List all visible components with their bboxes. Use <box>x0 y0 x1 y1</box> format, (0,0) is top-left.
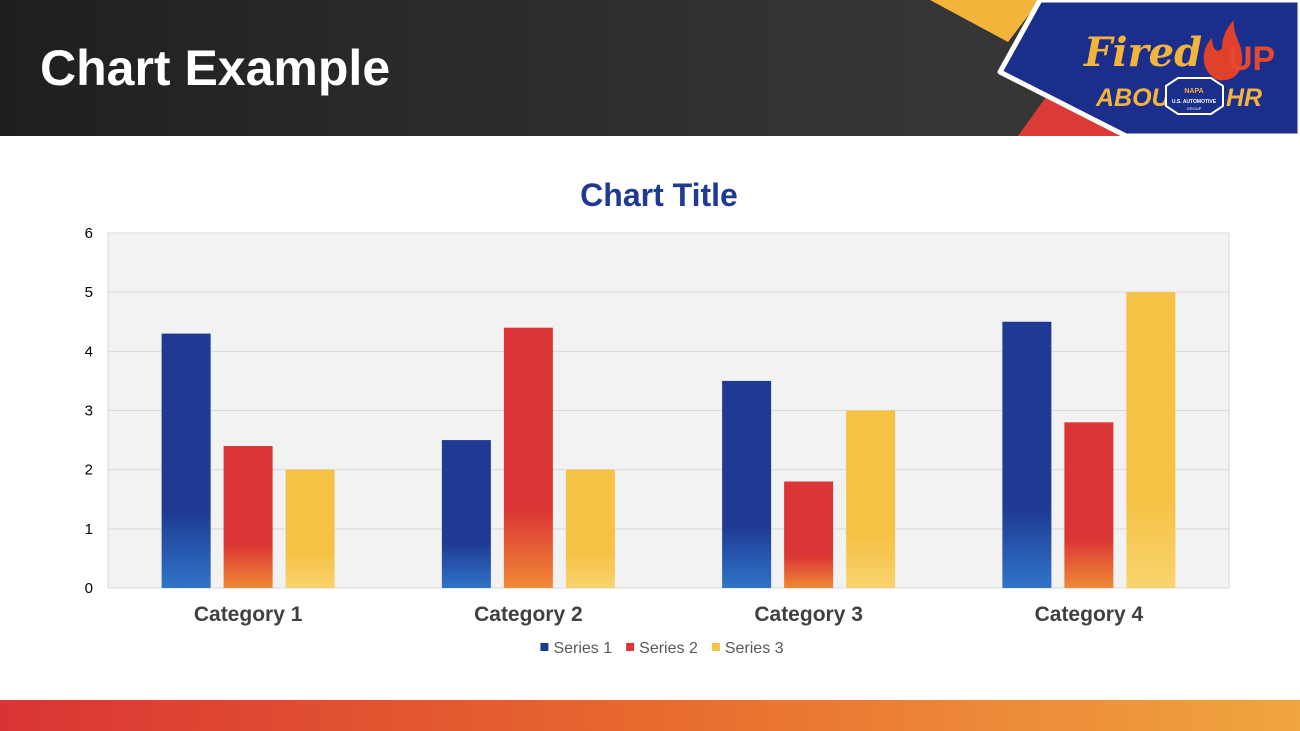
y-axis-ticks: 0 1 2 3 4 5 6 <box>85 225 93 597</box>
legend-swatch <box>626 643 635 651</box>
category-label: Category 3 <box>754 603 863 626</box>
logo-up-text: UP <box>1228 40 1275 78</box>
footer-stripe <box>0 700 1300 731</box>
chart-title: Chart Title <box>580 177 738 213</box>
bar-series-2-category-2 <box>503 327 553 588</box>
bar-series-1-category-3 <box>722 380 772 588</box>
category-label: Category 2 <box>474 603 583 626</box>
legend-swatch <box>711 643 720 651</box>
bar-series-1-category-1 <box>161 333 211 588</box>
y-tick-label: 6 <box>85 225 93 242</box>
fired-up-logo: Fired UP ABOUT NAPA U.S. AUTOMOTIVE GROU… <box>1083 20 1275 115</box>
napa-badge-text: U.S. AUTOMOTIVE <box>1172 99 1217 105</box>
y-tick-label: 4 <box>85 343 93 360</box>
bar-series-1-category-4 <box>1002 321 1052 588</box>
gold-accent-shape <box>930 0 1040 42</box>
y-tick-label: 1 <box>85 521 93 538</box>
legend-label: Series 1 <box>553 640 612 657</box>
bar-series-2-category-4 <box>1064 422 1114 588</box>
bar-series-3-category-1 <box>285 469 335 588</box>
logo-fired-text: Fired <box>1083 29 1202 76</box>
bar-series-3-category-2 <box>565 469 615 588</box>
legend-swatch <box>540 643 549 651</box>
flame-icon <box>1203 20 1243 81</box>
bar-series-1-category-2 <box>441 440 491 588</box>
red-accent-shape <box>1018 97 1128 136</box>
napa-badge-sub: GROUP <box>1187 106 1202 111</box>
bars <box>161 292 1176 588</box>
y-tick-label: 2 <box>85 462 93 479</box>
brand-corner: Fired UP ABOUT NAPA U.S. AUTOMOTIVE GROU… <box>930 0 1300 136</box>
bar-series-3-category-4 <box>1126 292 1176 588</box>
napa-badge-icon <box>1165 77 1224 115</box>
category-label: Category 4 <box>1035 603 1144 626</box>
y-tick-label: 5 <box>85 284 93 301</box>
bar-chart: Chart Title 0 1 2 3 4 5 6 Category 1 Category 2… <box>85 177 1230 657</box>
category-label: Category 1 <box>194 603 303 626</box>
napa-badge-name: NAPA <box>1184 88 1203 95</box>
bar-series-3-category-3 <box>846 410 896 588</box>
legend-label: Series 2 <box>639 640 698 657</box>
logo-hr-text: HR <box>1226 84 1262 112</box>
y-tick-label: 0 <box>85 580 93 597</box>
page-title: Chart Example <box>40 40 391 96</box>
legend-label: Series 3 <box>725 640 784 657</box>
y-tick-label: 3 <box>85 403 93 420</box>
legend: Series 1 Series 2 Series 3 <box>540 640 784 657</box>
bar-series-2-category-1 <box>223 446 273 588</box>
bar-series-2-category-3 <box>784 481 834 588</box>
x-axis-categories: Category 1 Category 2 Category 3 Category 4 <box>194 603 1144 626</box>
